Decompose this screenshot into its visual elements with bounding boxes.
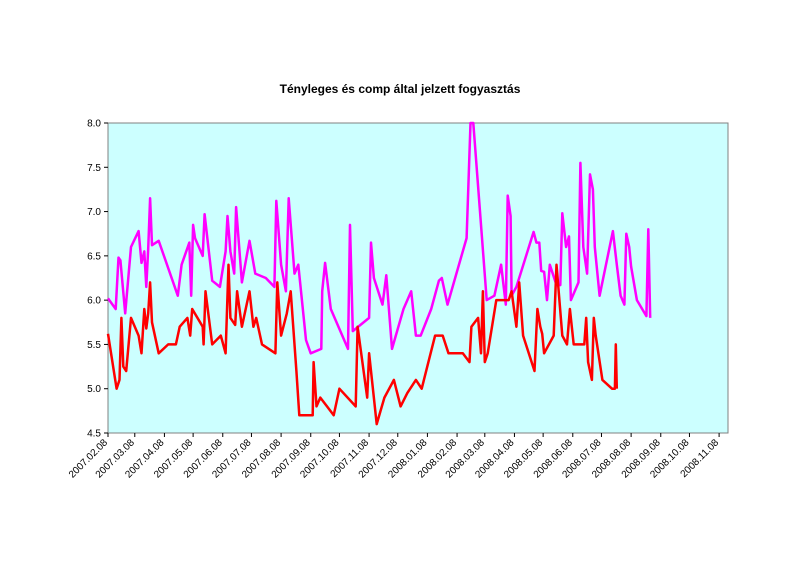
y-tick-label: 7.0 [87, 207, 101, 218]
chart-title: Tényleges és comp által jelzett fogyaszt… [279, 82, 521, 96]
y-tick-label: 5.0 [87, 384, 101, 395]
series-line-2 [106, 263, 619, 426]
series-line-1 [106, 121, 652, 355]
y-tick-label: 7.5 [87, 163, 101, 174]
y-tick-label: 4.5 [87, 429, 101, 440]
y-tick-label: 6.5 [87, 251, 101, 262]
y-tick-label: 8.0 [87, 119, 101, 130]
y-tick-label: 6.0 [87, 296, 101, 307]
series-layer [106, 121, 652, 426]
plot-area [107, 122, 729, 434]
y-tick-label: 5.5 [87, 340, 101, 351]
x-axis: 2007.02.082007.03.082007.04.082007.05.08… [67, 433, 722, 481]
y-axis: 4.5 5.0 5.5 6.0 6.5 7.0 7.5 8.0 [87, 119, 108, 440]
